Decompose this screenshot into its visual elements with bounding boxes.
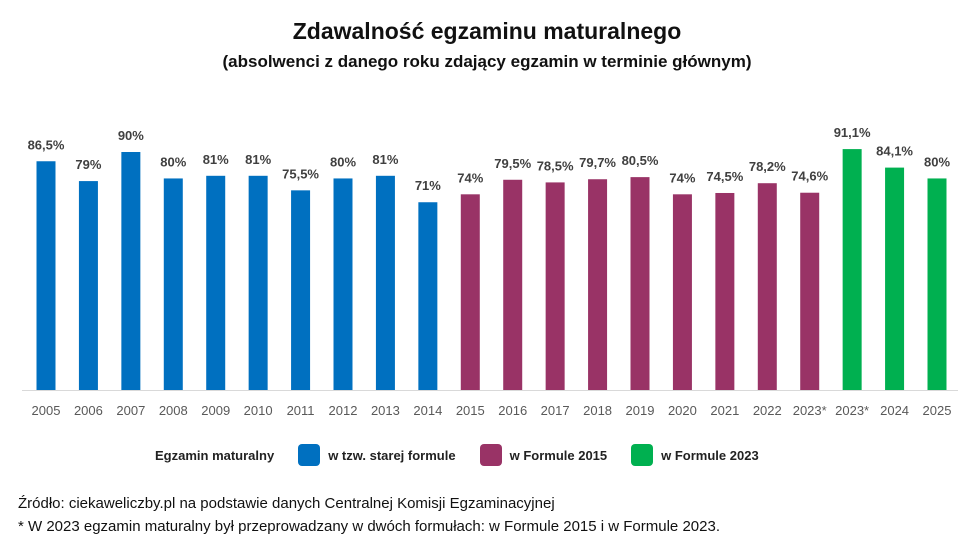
x-tick-label: 2016 — [498, 403, 527, 418]
legend: Egzamin maturalny w tzw. starej formule … — [155, 444, 759, 466]
bar-2023* — [842, 149, 862, 390]
data-label: 81% — [372, 152, 398, 167]
x-tick-label: 2008 — [159, 403, 188, 418]
data-label: 84,1% — [876, 144, 913, 159]
data-label: 78,5% — [537, 158, 574, 173]
bar-2017 — [545, 182, 565, 390]
bar-2010 — [248, 175, 268, 390]
bar-2018 — [588, 179, 608, 390]
x-tick-label: 2009 — [201, 403, 230, 418]
data-label: 71% — [415, 178, 441, 193]
x-tick-label: 2005 — [32, 403, 61, 418]
data-label: 74,6% — [791, 169, 828, 184]
bar-2011 — [291, 190, 311, 390]
footnote: * W 2023 egzamin maturalny był przeprowa… — [18, 518, 720, 535]
data-label: 74% — [457, 170, 483, 185]
x-tick-label: 2022 — [753, 403, 782, 418]
x-tick-label: 2007 — [116, 403, 145, 418]
bar-2006 — [78, 181, 98, 390]
x-tick-label: 2021 — [710, 403, 739, 418]
bar-2008 — [163, 178, 183, 390]
x-tick-label: 2018 — [583, 403, 612, 418]
x-tick-label: 2019 — [626, 403, 655, 418]
x-tick-label: 2014 — [413, 403, 442, 418]
data-label: 74% — [669, 170, 695, 185]
data-label: 74,5% — [706, 169, 743, 184]
data-label: 80% — [924, 154, 950, 169]
bar-2009 — [206, 175, 226, 390]
x-tick-label: 2023* — [793, 403, 827, 418]
data-label: 80,5% — [622, 153, 659, 168]
chart-subtitle: (absolwenci z danego roku zdający egzami… — [222, 52, 752, 71]
bar-2023* — [800, 192, 820, 390]
legend-label-2015: w Formule 2015 — [509, 447, 608, 463]
source-note: Źródło: ciekaweliczby.pl na podstawie da… — [18, 495, 555, 512]
chart-title: Zdawalność egzaminu maturalnego — [292, 18, 682, 44]
bar-2005 — [36, 161, 56, 390]
bar-2016 — [503, 179, 523, 390]
data-label: 91,1% — [834, 125, 871, 140]
x-tick-label: 2013 — [371, 403, 400, 418]
x-tick-label: 2012 — [329, 403, 358, 418]
data-label: 81% — [245, 152, 271, 167]
bar-2022 — [757, 183, 777, 390]
data-label: 78,2% — [749, 159, 786, 174]
bar-2007 — [121, 152, 141, 390]
bar-2021 — [715, 192, 735, 390]
legend-title: Egzamin maturalny — [155, 447, 275, 463]
x-tick-label: 2020 — [668, 403, 697, 418]
bar-2019 — [630, 177, 650, 390]
x-tick-label: 2025 — [923, 403, 952, 418]
x-tick-label: 2010 — [244, 403, 273, 418]
legend-swatch-2023 — [631, 444, 654, 466]
bar-2014 — [418, 202, 438, 390]
data-label: 79,5% — [494, 156, 531, 171]
bar-2015 — [460, 194, 480, 390]
legend-swatch-2015 — [479, 444, 502, 466]
bar-2020 — [672, 194, 692, 390]
x-tick-label: 2006 — [74, 403, 103, 418]
data-label: 80% — [330, 154, 356, 169]
bar-2013 — [375, 175, 395, 390]
legend-swatch-old — [298, 444, 321, 466]
data-label: 81% — [203, 152, 229, 167]
bar-2025 — [927, 178, 947, 390]
data-label: 75,5% — [282, 166, 319, 181]
data-label: 90% — [118, 128, 144, 143]
data-label: 80% — [160, 154, 186, 169]
x-tick-label: 2024 — [880, 403, 909, 418]
bar-2024 — [885, 167, 905, 390]
legend-label-old: w tzw. starej formule — [328, 447, 456, 463]
bar-2012 — [333, 178, 353, 390]
data-label: 79,7% — [579, 155, 616, 170]
x-tick-label: 2017 — [541, 403, 570, 418]
x-tick-label: 2023* — [835, 403, 869, 418]
legend-label-2023: w Formule 2023 — [661, 447, 759, 463]
data-label: 86,5% — [28, 137, 65, 152]
x-tick-label: 2015 — [456, 403, 485, 418]
data-label: 79% — [75, 157, 101, 172]
x-tick-label: 2011 — [287, 403, 315, 418]
